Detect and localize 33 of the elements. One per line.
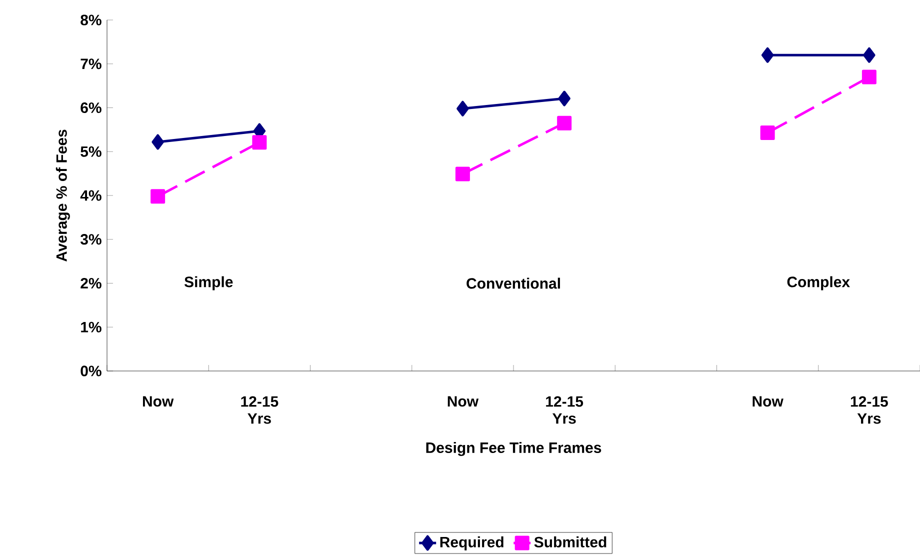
x-tick-label: Now [752, 396, 784, 407]
annotation: Simple [184, 276, 233, 290]
x-tick-label: 12-15 Yrs [241, 396, 278, 424]
point [456, 100, 469, 116]
y-tick-label: 8% [80, 14, 102, 26]
point [557, 116, 572, 130]
y-tick-label: 6% [80, 102, 102, 114]
x-tick-label: 12-15 Yrs [546, 396, 584, 424]
y-tick-label: 5% [80, 146, 102, 157]
point [558, 90, 570, 106]
point [760, 126, 775, 140]
point [150, 189, 166, 204]
y-tick-label: 0% [80, 366, 102, 376]
point [152, 134, 164, 150]
point [252, 135, 267, 150]
point [455, 166, 470, 182]
legend-label: Submitted [534, 536, 606, 548]
x-tick-label: Now [142, 396, 174, 407]
legend-label: Required [440, 536, 504, 550]
x-axis-title: Design Fee Time Frames [426, 442, 602, 456]
y-tick-label: 2% [80, 278, 102, 289]
y-tick-label: 3% [80, 234, 102, 245]
point [863, 47, 876, 63]
y-tick-label: 4% [80, 190, 102, 201]
point [862, 70, 876, 84]
annotation: Complex [787, 276, 850, 290]
y-tick-label: 7% [80, 58, 102, 70]
y-axis-title: Average % of Fees [56, 130, 70, 262]
x-tick-label: 12-15 Yrs [850, 396, 888, 424]
annotation: Conventional [466, 278, 560, 289]
y-tick-label: 1% [81, 322, 102, 332]
x-tick-label: Now [448, 396, 479, 407]
point [761, 47, 774, 63]
